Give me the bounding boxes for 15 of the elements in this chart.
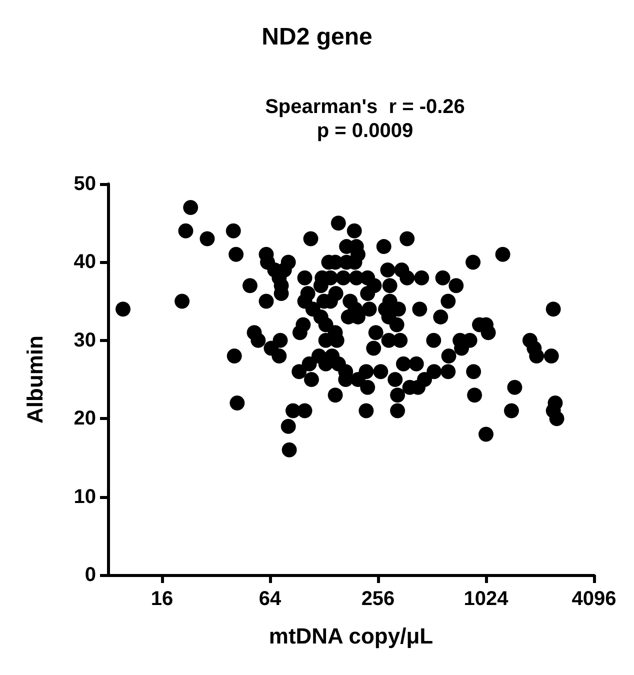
x-tick-label: 1024 xyxy=(464,588,510,610)
y-tick-label: 50 xyxy=(74,173,96,195)
y-tick-label: 0 xyxy=(84,564,96,586)
y-axis-title: Albumin xyxy=(22,336,48,424)
y-tick-label: 20 xyxy=(74,408,96,430)
x-tick-label: 256 xyxy=(361,588,395,610)
chart-title: ND2 gene xyxy=(262,24,372,50)
x-tick-label: 16 xyxy=(150,588,174,610)
x-tick-label: 4096 xyxy=(572,588,616,610)
y-tick-label: 40 xyxy=(74,251,96,274)
chart-subtitle: Spearman's r = -0.26 p = 0.0009 xyxy=(265,96,465,142)
x-axis-title: mtDNA copy/μL xyxy=(268,624,434,648)
y-tick-label: 10 xyxy=(74,486,96,508)
y-tick-label: 30 xyxy=(74,329,96,352)
x-tick-label: 64 xyxy=(258,588,282,610)
